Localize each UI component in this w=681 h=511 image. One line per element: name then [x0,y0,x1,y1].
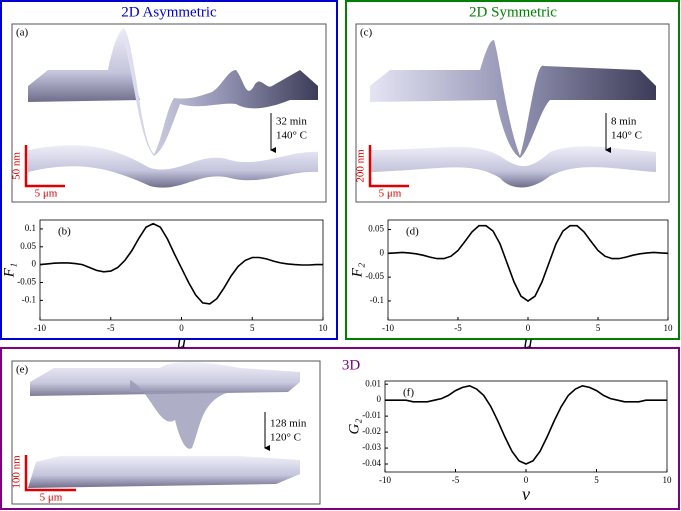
y-tick-label: -0.05 [365,271,384,281]
scale-width: 5 μm [35,188,58,200]
x-tick-label: -10 [34,323,46,333]
y-axis-label: G₂ [346,418,362,434]
y-tick-label: 0.1 [25,223,36,233]
y-tick-label: -0.1 [22,294,36,304]
plot-frame [384,380,668,473]
x-axis-label: u [177,332,186,352]
y-tick-label: -0.05 [17,277,36,287]
scale-height: 100 nm [11,455,23,489]
panel-title: 2D Asymmetric [121,4,217,20]
render-surface [28,145,318,188]
y-tick-label: -0.02 [362,426,381,436]
time-label: 8 min [611,116,637,128]
plot-label: (d) [406,226,419,238]
x-axis-label: u [524,332,533,352]
x-tick-label: 5 [594,475,599,485]
scale-height: 50 nm [11,152,23,180]
y-axis-label: F₂ [349,263,365,278]
image-label: (a) [16,27,29,39]
x-tick-label: 5 [250,323,255,333]
y-tick-label: -0.03 [362,442,381,452]
render-surface [370,146,656,188]
y-tick-label: 0.05 [20,241,36,251]
time-label: 128 min [270,418,307,430]
temperature-label: 140° C [276,130,307,142]
scale-bar [24,455,76,492]
x-axis-label: v [522,484,530,504]
data-line [39,222,323,305]
render-surface [124,28,318,156]
x-tick-label: 0 [524,475,529,485]
time-label: 32 min [276,116,307,128]
y-tick-label: 0 [32,259,37,269]
plot-label: (f) [403,387,414,399]
panel-title: 2D Symmetric [469,4,557,20]
render-surface [370,40,656,158]
x-tick-label: -10 [382,323,394,333]
plot-frame [39,219,324,321]
y-tick-label: -0.1 [370,295,384,305]
data-line [385,384,667,465]
scale-bar [24,145,65,188]
panel-title: 3D [342,357,361,373]
plot-frame [387,219,669,321]
render-surface [28,28,140,102]
y-tick-label: -0.04 [362,458,381,468]
render-surface [28,456,300,488]
x-tick-label: -5 [452,475,460,485]
temperature-label: 120° C [270,432,301,444]
x-tick-label: 5 [596,323,601,333]
y-tick-label: 0 [377,394,382,404]
render-surface [130,380,230,449]
render-surface [30,362,300,396]
x-tick-label: 10 [663,475,673,485]
scale-bar [368,145,409,188]
y-tick-label: 0.01 [365,378,381,388]
y-tick-label: -0.01 [362,410,381,420]
x-tick-label: -5 [107,323,115,333]
scale-width: 5 μm [379,188,402,200]
panel-frame [0,347,680,510]
scale-width: 5 μm [40,492,63,504]
x-tick-label: 0 [526,323,531,333]
scale-height: 200 nm [355,149,367,183]
x-tick-label: -10 [379,475,391,485]
data-line [387,224,669,302]
y-tick-label: 0 [380,247,385,257]
panel-frame [0,0,338,340]
y-axis-label: F₁ [1,263,17,278]
y-tick-label: 0.05 [368,224,384,234]
x-tick-label: 10 [664,323,674,333]
image-label: (e) [16,364,29,376]
x-tick-label: -5 [454,323,462,333]
title-backdrop [342,357,360,375]
panel-frame [345,0,680,340]
image-label: (c) [360,27,373,39]
x-tick-label: 10 [319,323,329,333]
x-tick-label: 0 [179,323,184,333]
plot-label: (b) [58,226,71,238]
temperature-label: 140° C [611,130,642,142]
